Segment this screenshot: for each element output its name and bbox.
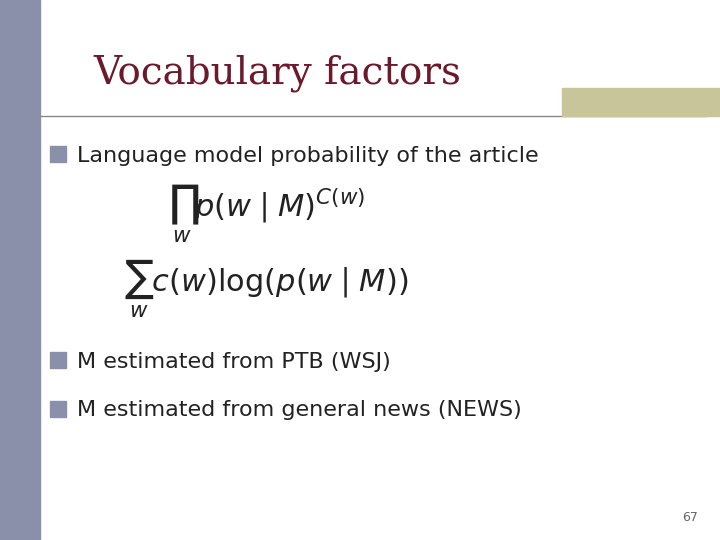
Bar bbox=[50, 146, 66, 162]
Text: $\sum_{w} c(w)\log(p(w\mid M))$: $\sum_{w} c(w)\log(p(w\mid M))$ bbox=[124, 258, 409, 320]
Text: 67: 67 bbox=[683, 511, 698, 524]
Bar bbox=[562, 88, 720, 116]
Text: M estimated from PTB (WSJ): M estimated from PTB (WSJ) bbox=[77, 352, 391, 372]
Bar bbox=[50, 401, 66, 417]
Text: Language model probability of the article: Language model probability of the articl… bbox=[77, 145, 539, 166]
Text: $\prod_{w} p(w\mid M)^{C(w)}$: $\prod_{w} p(w\mid M)^{C(w)}$ bbox=[168, 182, 365, 245]
Bar bbox=[50, 353, 66, 368]
Bar bbox=[0, 0, 40, 540]
Text: Vocabulary factors: Vocabulary factors bbox=[94, 54, 462, 91]
Text: M estimated from general news (NEWS): M estimated from general news (NEWS) bbox=[77, 400, 522, 421]
